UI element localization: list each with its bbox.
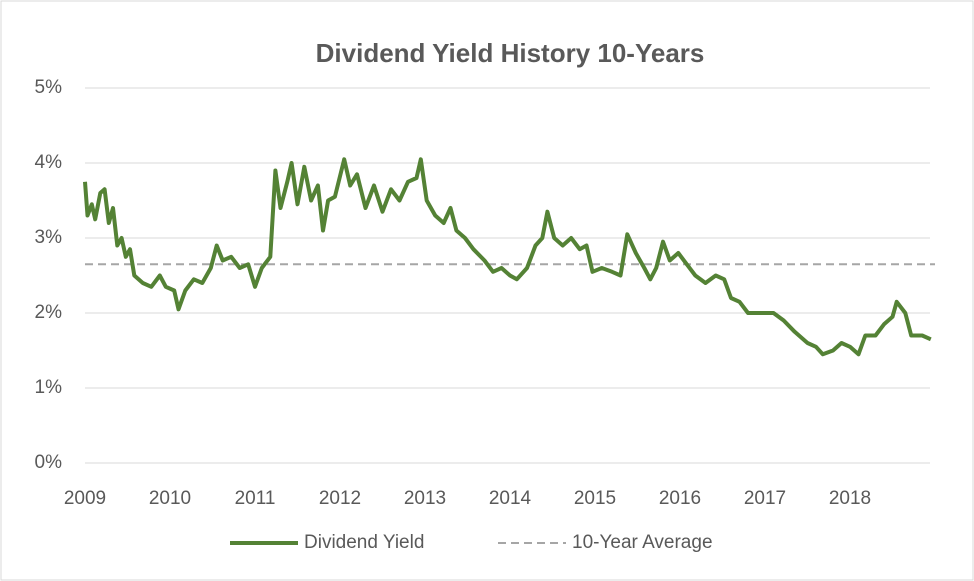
x-tick-label: 2012 bbox=[319, 488, 361, 509]
yield-line bbox=[83, 157, 932, 357]
x-tick-label: 2013 bbox=[404, 488, 446, 509]
y-tick-label: 4% bbox=[35, 152, 63, 173]
x-tick-label: 2011 bbox=[235, 488, 276, 509]
x-tick-label: 2018 bbox=[829, 488, 871, 509]
x-tick-label: 2010 bbox=[149, 488, 191, 509]
x-tick-label: 2015 bbox=[574, 488, 616, 509]
x-tick-label: 2009 bbox=[64, 488, 106, 509]
y-tick-label: 5% bbox=[35, 77, 63, 98]
x-tick-label: 2017 bbox=[744, 488, 786, 509]
y-tick-label: 3% bbox=[35, 227, 63, 248]
chart-title: Dividend Yield History 10-Years bbox=[316, 38, 705, 68]
y-tick-label: 1% bbox=[35, 377, 63, 398]
y-tick-label: 0% bbox=[35, 452, 63, 473]
x-tick-label: 2014 bbox=[489, 488, 532, 509]
x-tick-label: 2016 bbox=[659, 488, 701, 509]
legend-label: Dividend Yield bbox=[304, 532, 424, 553]
legend-label: 10-Year Average bbox=[572, 532, 713, 553]
y-tick-label: 2% bbox=[35, 302, 63, 323]
